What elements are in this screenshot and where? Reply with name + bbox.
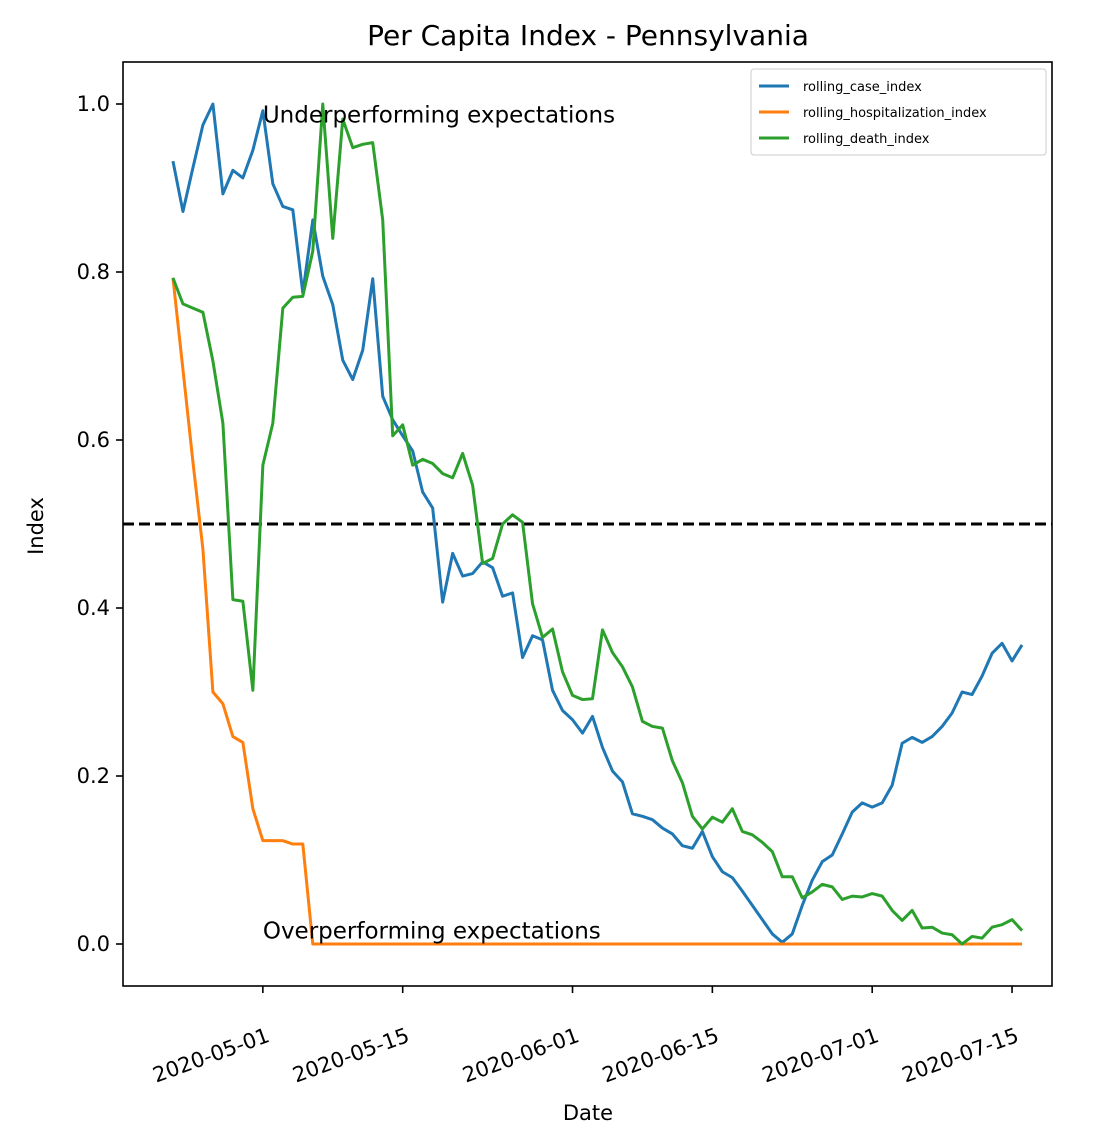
x-tick-label: 2020-05-01 <box>150 1023 273 1087</box>
chart-title: Per Capita Index - Pennsylvania <box>367 19 809 52</box>
x-tick-label: 2020-06-01 <box>459 1023 582 1087</box>
annotation-overperforming: Overperforming expectations <box>263 919 601 945</box>
legend: rolling_case_index rolling_hospitalizatio… <box>750 68 1047 156</box>
x-tick-label: 2020-05-15 <box>290 1023 413 1087</box>
legend-label: rolling_case_index <box>803 80 922 95</box>
y-tick-label: 0.6 <box>77 428 110 452</box>
series-line-rolling-hospitalization-index <box>171 277 1023 946</box>
y-axis-label: Index <box>24 497 48 555</box>
legend-box <box>750 68 1047 156</box>
y-tick-label: 0.4 <box>77 596 110 620</box>
annotation-group: Underperforming expectations Overperform… <box>263 102 615 944</box>
x-tick-label: 2020-07-01 <box>759 1023 882 1087</box>
x-tick-label: 2020-06-15 <box>599 1023 722 1087</box>
series-group <box>171 102 1024 946</box>
series-line-rolling-death-index <box>171 102 1024 946</box>
legend-label: rolling_death_index <box>803 132 930 147</box>
y-tick-label: 0.2 <box>77 764 110 788</box>
x-axis-label: Date <box>563 1101 613 1125</box>
x-tick-label: 2020-07-15 <box>899 1023 1022 1087</box>
legend-label: rolling_hospitalization_index <box>803 106 987 121</box>
annotation-underperforming: Underperforming expectations <box>263 102 615 128</box>
y-tick-label: 0.0 <box>77 932 110 956</box>
y-tick-label: 1.0 <box>77 92 110 116</box>
plot-frame <box>122 61 1053 987</box>
y-tick-label: 0.8 <box>77 260 110 284</box>
